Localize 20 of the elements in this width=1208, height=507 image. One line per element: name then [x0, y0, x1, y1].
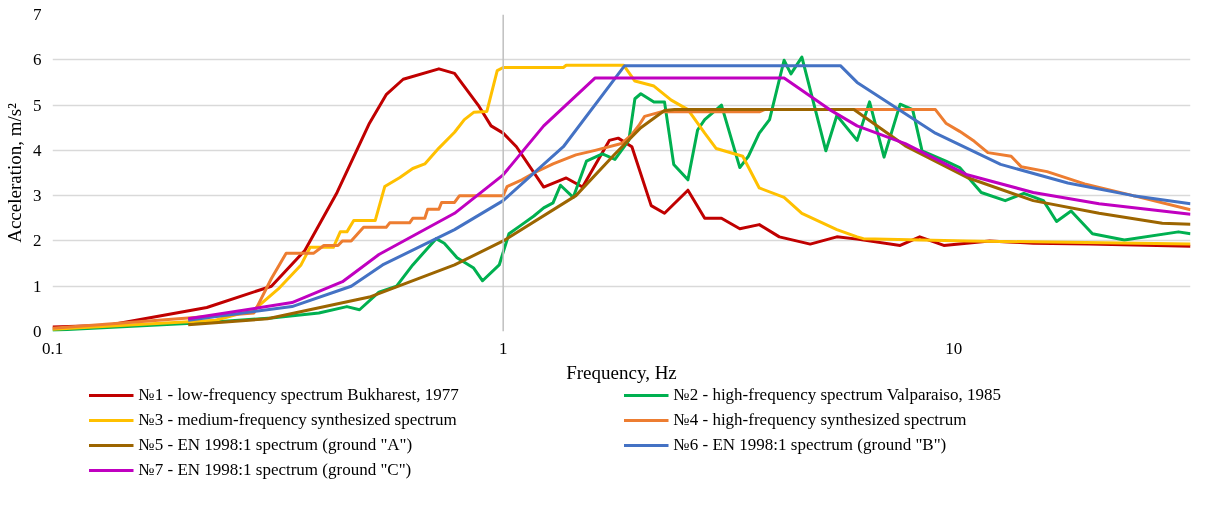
legend-label: №2 - high-frequency spectrum Valparaiso, 1985 [673, 385, 1002, 405]
y-tick-label: 2 [33, 231, 42, 251]
y-axis-title: Acceleration, m/s² [4, 102, 25, 243]
y-tick-label: 7 [33, 5, 42, 24]
x-tick-label: 10 [945, 338, 963, 358]
legend-label: №1 - low-frequency spectrum Bukharest, 1977 [138, 385, 460, 405]
x-tick-label: 0.1 [41, 338, 64, 358]
y-tick-label: 4 [33, 140, 42, 160]
legend-label: №5 - EN 1998:1 spectrum (ground "A") [138, 435, 414, 455]
x-axis-title: Frequency, Hz [566, 361, 677, 383]
y-tick-label: 1 [33, 276, 42, 296]
x-tick-label: 1 [498, 338, 508, 358]
y-tick-label: 3 [33, 186, 42, 206]
legend-label: №6 - EN 1998:1 spectrum (ground "B") [673, 435, 948, 455]
y-tick-label: 6 [33, 50, 42, 70]
legend-label: №3 - medium-frequency synthesized spectrum [138, 410, 458, 430]
legend-label: №4 - high-frequency synthesized spectrum [673, 410, 968, 430]
y-tick-label: 5 [33, 95, 42, 115]
legend-label: №7 - EN 1998:1 spectrum (ground "C") [138, 460, 413, 480]
y-tick-label: 0 [33, 322, 42, 341]
